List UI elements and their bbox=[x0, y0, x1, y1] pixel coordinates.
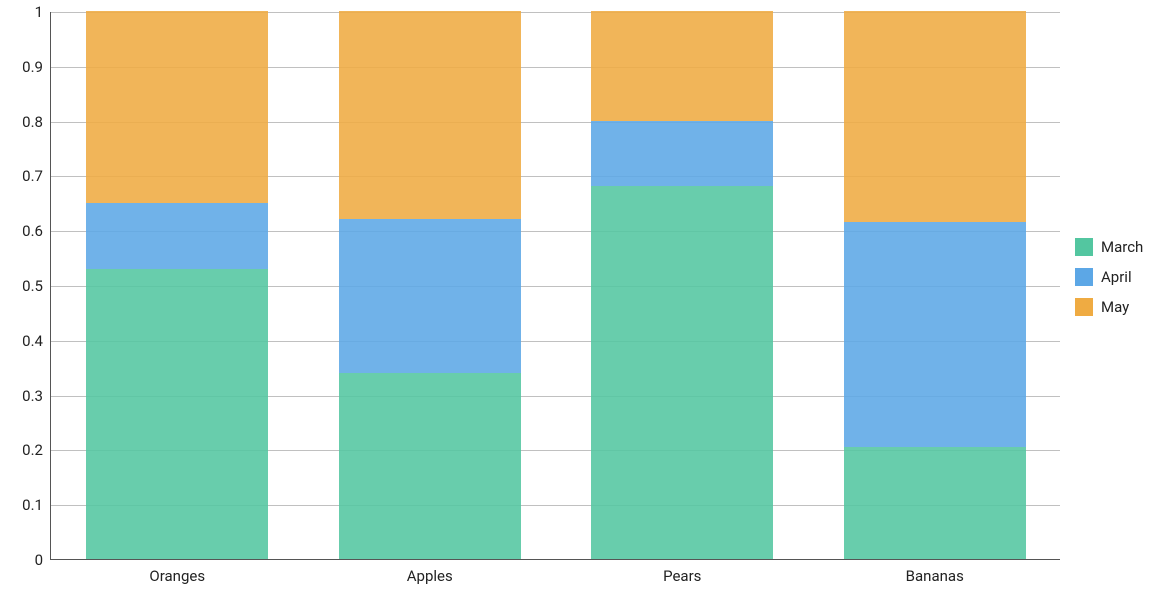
legend-swatch bbox=[1075, 268, 1093, 286]
x-tick-label: Oranges bbox=[149, 559, 205, 585]
y-tick-label: 0.7 bbox=[22, 167, 51, 185]
legend-swatch bbox=[1075, 298, 1093, 316]
bar-segment-april[interactable] bbox=[86, 203, 268, 269]
bar-segment-march[interactable] bbox=[86, 269, 268, 559]
x-tick-label: Apples bbox=[407, 559, 453, 585]
legend-label: May bbox=[1101, 298, 1129, 316]
y-tick-label: 1 bbox=[35, 3, 51, 21]
bar-segment-march[interactable] bbox=[591, 186, 773, 559]
y-tick-label: 0 bbox=[35, 551, 51, 569]
chart-container: 0 0.1 0.2 0.3 0.4 0.5 0.6 0.7 0.8 0.9 1 Oranges Appl… bbox=[0, 0, 1170, 600]
bar-segment-may[interactable] bbox=[844, 11, 1026, 222]
y-tick-label: 0.8 bbox=[22, 113, 51, 131]
y-tick-label: 0.1 bbox=[22, 496, 51, 514]
y-tick-label: 0.9 bbox=[22, 58, 51, 76]
bar-segment-march[interactable] bbox=[339, 373, 521, 559]
legend: March April May bbox=[1075, 238, 1143, 328]
x-tick-label: Pears bbox=[663, 559, 701, 585]
legend-item[interactable]: May bbox=[1075, 298, 1143, 316]
legend-label: March bbox=[1101, 238, 1143, 256]
x-tick-label: Bananas bbox=[906, 559, 964, 585]
plot-area: 00.10.20.30.40.50.60.70.80.91OrangesAppl… bbox=[50, 12, 1060, 560]
bar-segment-may[interactable] bbox=[591, 11, 773, 121]
bar-segment-may[interactable] bbox=[339, 11, 521, 219]
legend-item[interactable]: April bbox=[1075, 268, 1143, 286]
bar-group bbox=[844, 11, 1026, 559]
y-tick-label: 0.2 bbox=[22, 441, 51, 459]
legend-item[interactable]: March bbox=[1075, 238, 1143, 256]
bar-group bbox=[86, 11, 268, 559]
y-tick-label: 0.4 bbox=[22, 332, 51, 350]
bar-segment-may[interactable] bbox=[86, 11, 268, 203]
bar-group bbox=[591, 11, 773, 559]
y-tick-label: 0.6 bbox=[22, 222, 51, 240]
bar-group bbox=[339, 11, 521, 559]
bar-segment-march[interactable] bbox=[844, 447, 1026, 559]
bar-segment-april[interactable] bbox=[844, 222, 1026, 447]
bar-segment-april[interactable] bbox=[591, 121, 773, 187]
y-tick-label: 0.3 bbox=[22, 387, 51, 405]
legend-label: April bbox=[1101, 268, 1132, 286]
legend-swatch bbox=[1075, 238, 1093, 256]
y-tick-label: 0.5 bbox=[22, 277, 51, 295]
bar-segment-april[interactable] bbox=[339, 219, 521, 372]
